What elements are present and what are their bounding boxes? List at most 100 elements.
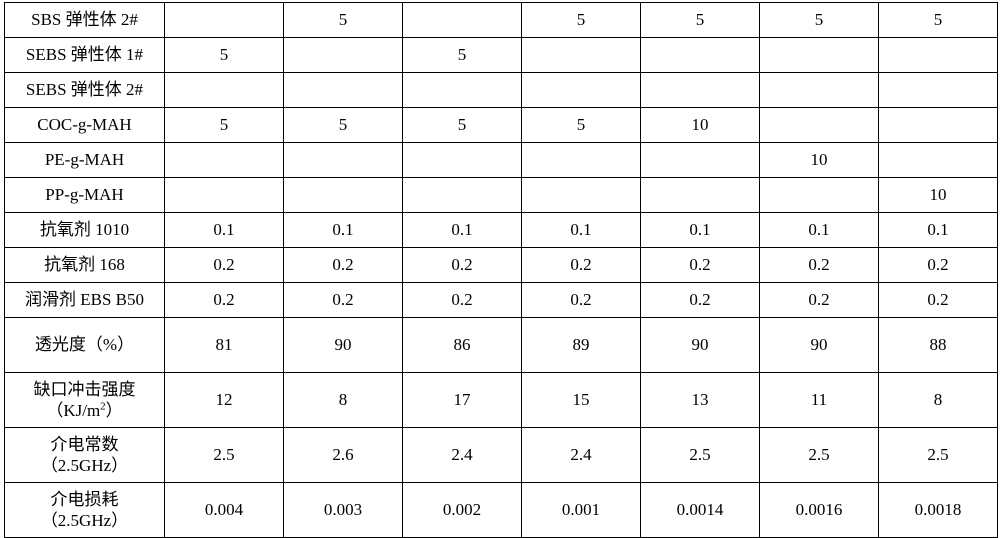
cell [760,108,879,143]
cell: 88 [879,318,998,373]
cell [522,73,641,108]
cell [284,143,403,178]
cell: 0.2 [165,248,284,283]
cell [403,143,522,178]
table-row: SBS 弹性体 2#55555 [5,3,998,38]
cell: 5 [641,3,760,38]
cell: 0.2 [760,283,879,318]
table-row: SEBS 弹性体 1#55 [5,38,998,73]
cell: 2.4 [403,428,522,483]
table-row: COC-g-MAH555510 [5,108,998,143]
cell [522,178,641,213]
cell: 0.2 [641,248,760,283]
cell: 8 [284,373,403,428]
cell: 0.1 [641,213,760,248]
cell: 89 [522,318,641,373]
data-table: SBS 弹性体 2#55555SEBS 弹性体 1#55SEBS 弹性体 2#C… [4,2,998,538]
row-label: SBS 弹性体 2# [5,3,165,38]
cell [284,73,403,108]
table-row: 缺口冲击强度（KJ/m2）128171513118 [5,373,998,428]
cell [403,3,522,38]
cell: 5 [403,108,522,143]
cell: 81 [165,318,284,373]
cell: 0.0018 [879,483,998,538]
cell [879,143,998,178]
cell: 86 [403,318,522,373]
cell [165,73,284,108]
cell: 90 [284,318,403,373]
cell [522,143,641,178]
row-label: PE-g-MAH [5,143,165,178]
cell: 5 [165,108,284,143]
cell [879,38,998,73]
cell: 5 [403,38,522,73]
cell [522,38,641,73]
cell [165,178,284,213]
cell: 90 [641,318,760,373]
cell [284,38,403,73]
cell: 10 [760,143,879,178]
cell: 90 [760,318,879,373]
cell: 8 [879,373,998,428]
table-row: 介电常数（2.5GHz）2.52.62.42.42.52.52.5 [5,428,998,483]
cell: 2.5 [641,428,760,483]
cell: 2.5 [760,428,879,483]
cell: 10 [879,178,998,213]
row-label: COC-g-MAH [5,108,165,143]
cell: 0.0014 [641,483,760,538]
cell: 0.2 [284,248,403,283]
cell: 5 [760,3,879,38]
cell: 0.1 [165,213,284,248]
cell: 2.4 [522,428,641,483]
cell [760,73,879,108]
cell: 0.1 [284,213,403,248]
cell: 10 [641,108,760,143]
row-label: 抗氧剂 1010 [5,213,165,248]
cell: 0.2 [522,283,641,318]
cell [403,73,522,108]
cell [641,38,760,73]
table-row: 透光度（%）81908689909088 [5,318,998,373]
cell [284,178,403,213]
cell: 0.004 [165,483,284,538]
table-container: SBS 弹性体 2#55555SEBS 弹性体 1#55SEBS 弹性体 2#C… [0,0,1000,523]
row-label: 抗氧剂 168 [5,248,165,283]
row-label: 介电损耗（2.5GHz） [5,483,165,538]
cell: 0.2 [165,283,284,318]
cell: 5 [165,38,284,73]
cell [641,178,760,213]
cell: 0.1 [879,213,998,248]
cell: 0.001 [522,483,641,538]
cell [165,143,284,178]
cell: 11 [760,373,879,428]
cell: 0.2 [284,283,403,318]
cell: 2.5 [879,428,998,483]
cell: 2.5 [165,428,284,483]
cell: 5 [284,3,403,38]
cell [403,178,522,213]
cell [879,73,998,108]
cell [879,108,998,143]
cell: 0.003 [284,483,403,538]
cell: 5 [522,3,641,38]
cell: 13 [641,373,760,428]
cell [165,3,284,38]
cell: 2.6 [284,428,403,483]
row-label: PP-g-MAH [5,178,165,213]
table-row: 润滑剂 EBS B500.20.20.20.20.20.20.2 [5,283,998,318]
cell: 17 [403,373,522,428]
cell: 12 [165,373,284,428]
cell [760,178,879,213]
cell: 0.2 [403,283,522,318]
cell: 0.1 [522,213,641,248]
row-label: SEBS 弹性体 1# [5,38,165,73]
cell: 0.0016 [760,483,879,538]
cell [641,143,760,178]
row-label: SEBS 弹性体 2# [5,73,165,108]
cell: 15 [522,373,641,428]
cell: 0.2 [760,248,879,283]
cell: 0.002 [403,483,522,538]
row-label: 介电常数（2.5GHz） [5,428,165,483]
table-row: 抗氧剂 10100.10.10.10.10.10.10.1 [5,213,998,248]
cell: 0.2 [879,283,998,318]
